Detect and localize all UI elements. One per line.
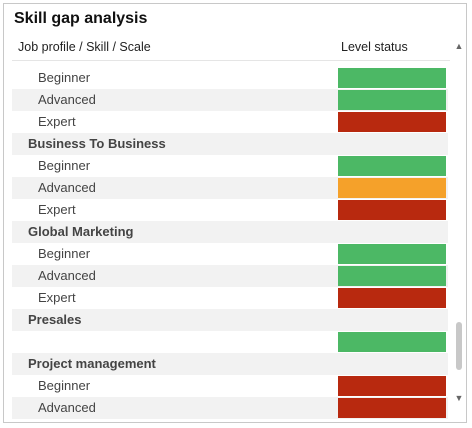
job-profile-label: Presales	[28, 312, 82, 327]
level-status-cell	[338, 200, 446, 220]
level-status-cell	[338, 398, 446, 418]
scale-label: Advanced	[38, 180, 96, 195]
level-status-cell	[338, 90, 446, 110]
header-divider	[12, 60, 450, 61]
scale-label: Beginner	[38, 246, 91, 261]
group-row[interactable]: Business To Business	[12, 133, 448, 155]
chevron-down-icon[interactable]: ▼	[454, 393, 464, 403]
scale-label: Expert	[38, 290, 76, 305]
table-row[interactable]: Beginner	[12, 375, 448, 397]
group-row[interactable]: Project management	[12, 353, 448, 375]
column-header-job-profile[interactable]: Job profile / Skill / Scale	[18, 40, 151, 54]
level-status-cell	[338, 266, 446, 286]
table-body: Beginner Advanced Expert Business To Busine…	[12, 64, 448, 420]
level-status-cell	[338, 156, 446, 176]
table-row[interactable]: Advanced	[12, 89, 448, 111]
level-status-cell	[338, 376, 446, 396]
table-row[interactable]: Advanced	[12, 265, 448, 287]
table-row[interactable]: Expert	[12, 287, 448, 309]
job-profile-label: Global Marketing	[28, 224, 134, 239]
scale-label: Beginner	[38, 70, 91, 85]
level-status-cell	[338, 288, 446, 308]
group-row[interactable]: Global Marketing	[12, 221, 448, 243]
scale-label: Advanced	[38, 400, 96, 415]
scale-label: Beginner	[38, 378, 91, 393]
table-row[interactable]	[12, 331, 448, 353]
scale-label: Advanced	[38, 92, 96, 107]
job-profile-label: Business To Business	[28, 136, 166, 151]
level-status-cell	[338, 178, 446, 198]
scale-label: Expert	[38, 202, 76, 217]
scale-label: Advanced	[38, 268, 96, 283]
table-row[interactable]: Beginner	[12, 155, 448, 177]
table-row[interactable]: Beginner	[12, 243, 448, 265]
table-row[interactable]: Expert	[12, 199, 448, 221]
skill-gap-panel: Skill gap analysis Job profile / Skill /…	[3, 3, 467, 423]
level-status-cell	[338, 112, 446, 132]
panel-title: Skill gap analysis	[14, 10, 148, 27]
table-row[interactable]: Advanced	[12, 177, 448, 199]
table-row[interactable]	[12, 419, 448, 420]
job-profile-label: Project management	[28, 356, 156, 371]
table-row[interactable]: Beginner	[12, 67, 448, 89]
table-row[interactable]: Advanced	[12, 397, 448, 419]
scale-label: Beginner	[38, 158, 91, 173]
group-row[interactable]: Presales	[12, 309, 448, 331]
table-row[interactable]: Expert	[12, 111, 448, 133]
level-status-cell	[338, 68, 446, 88]
level-status-cell	[338, 244, 446, 264]
vertical-scrollbar[interactable]: ▲ ▼	[453, 40, 465, 406]
scale-label: Expert	[38, 114, 76, 129]
chevron-up-icon[interactable]: ▲	[454, 41, 464, 51]
scrollbar-thumb[interactable]	[456, 322, 462, 370]
column-header-level-status[interactable]: Level status	[341, 40, 408, 54]
level-status-cell	[338, 332, 446, 352]
